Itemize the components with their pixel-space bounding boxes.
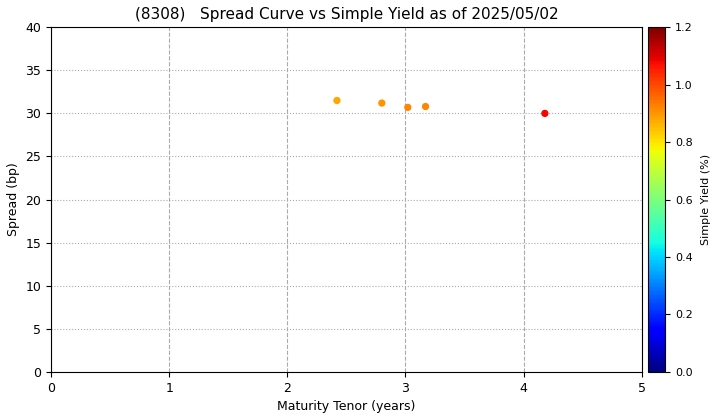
- Point: [402, 104, 413, 111]
- Y-axis label: Simple Yield (%): Simple Yield (%): [701, 154, 711, 245]
- Y-axis label: Spread (bp): Spread (bp): [7, 163, 20, 236]
- Title: (8308)   Spread Curve vs Simple Yield as of 2025/05/02: (8308) Spread Curve vs Simple Yield as o…: [135, 7, 558, 22]
- Point: [331, 97, 343, 104]
- X-axis label: Maturity Tenor (years): Maturity Tenor (years): [277, 400, 415, 413]
- Point: [420, 103, 431, 110]
- Point: [376, 100, 387, 106]
- Point: [539, 110, 551, 117]
